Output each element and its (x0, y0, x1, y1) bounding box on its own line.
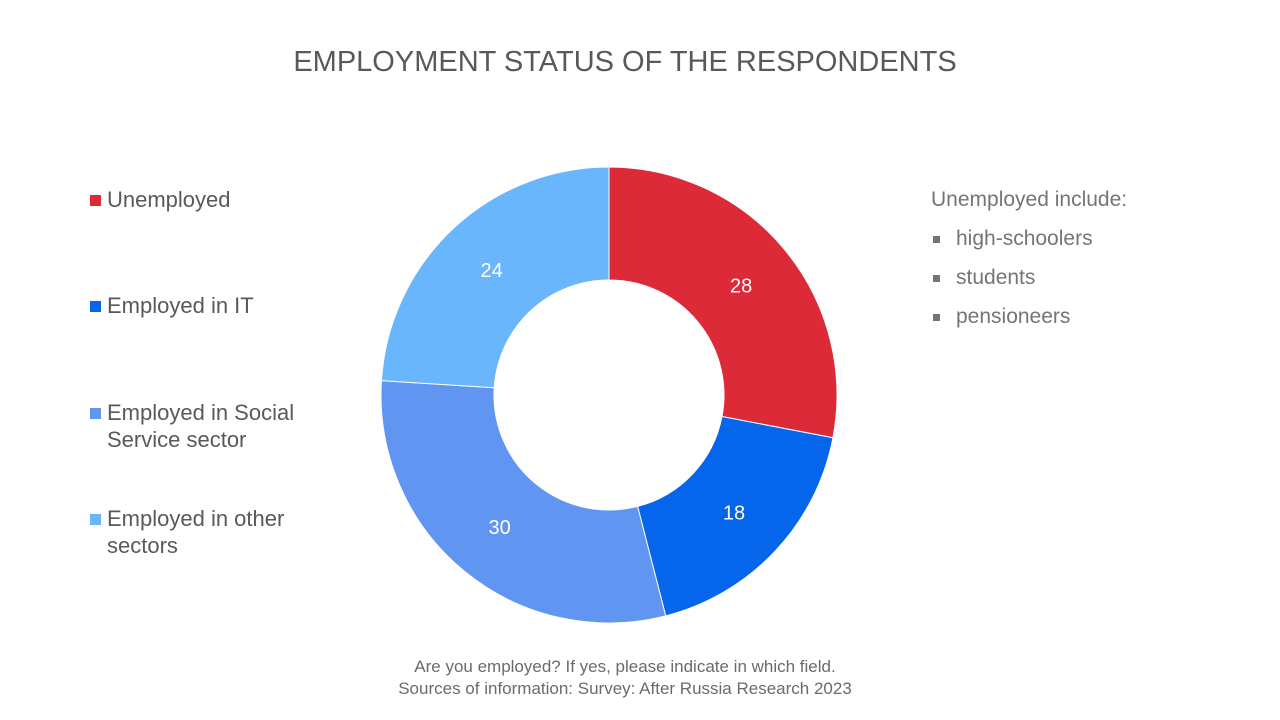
note-item: pensioneers (931, 303, 1127, 331)
legend-label: Employed in other sectors (107, 506, 285, 558)
question-text: Are you employed? If yes, please indicat… (414, 657, 836, 676)
donut-slice-employed-in-social-service-sector (380, 380, 667, 624)
bullet-icon (933, 313, 940, 321)
legend-swatch (90, 408, 101, 419)
legend-item-other: Employed in other sectors (90, 505, 350, 559)
unemployed-note: Unemployed include: high-schoolers stude… (931, 186, 1127, 342)
legend-label: Unemployed (107, 187, 231, 212)
data-label: 28 (730, 276, 752, 298)
legend-swatch (90, 195, 101, 206)
legend-item-unemployed: Unemployed (90, 186, 350, 213)
note-item: high-schoolers (931, 225, 1127, 253)
legend-label: Employed in Social Service sector (107, 400, 295, 452)
data-label: 30 (489, 517, 511, 539)
source-text: Sources of information: Survey: After Ru… (398, 679, 852, 698)
chart-title: EMPLOYMENT STATUS OF THE RESPONDENTS (293, 46, 957, 78)
legend-swatch (90, 301, 101, 312)
donut-slice-employed-in-it (636, 415, 834, 617)
legend-item-social-service: Employed in Social Service sector (90, 399, 350, 453)
donut-slice-unemployed (608, 166, 838, 439)
note-heading: Unemployed include: (931, 188, 1128, 211)
donut-slice-employed-in-other-sectors (380, 166, 610, 389)
legend-label: Employed in IT (107, 293, 254, 318)
footer: Are you employed? If yes, please indicat… (0, 656, 1250, 700)
legend-item-it: Employed in IT (90, 292, 350, 319)
data-label: 24 (480, 260, 502, 282)
note-item-text: students (956, 266, 1036, 289)
legend-swatch (90, 514, 101, 525)
bullet-icon (933, 274, 940, 282)
note-item-text: high-schoolers (956, 227, 1093, 250)
note-item-text: pensioneers (956, 305, 1071, 328)
bullet-icon (933, 235, 940, 243)
data-label: 18 (723, 502, 745, 524)
note-item: students (931, 264, 1127, 292)
